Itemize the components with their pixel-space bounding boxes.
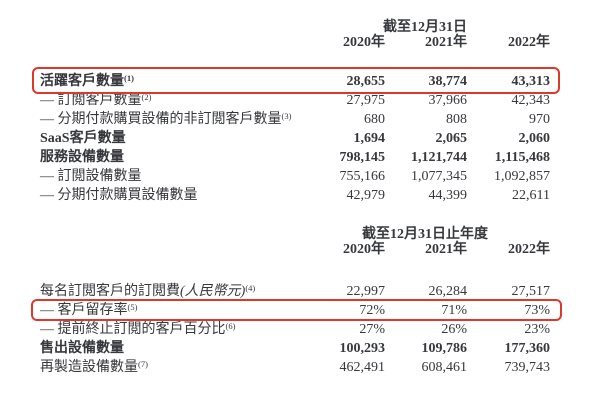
value-2020: 1,694 [353, 131, 386, 146]
year-column-2021: 2021年 [425, 35, 467, 50]
year-column-2020: 2020年 [343, 242, 385, 257]
table-row-active-customers: 活躍客戶數量(1) 28,655 38,774 43,313 [32, 67, 560, 94]
value-2022: 1,092,857 [494, 169, 550, 184]
table-row-saas-customers: SaaS客戶數量 1,694 2,065 2,060 [40, 129, 550, 148]
table-row-customer-retention-rate: — 客戶留存率(5) 72% 71% 73% [31, 299, 562, 321]
value-2022: 23% [524, 322, 550, 337]
table-row-installment-nonsub-customers: — 分期付款購買設備的非訂閲客戶數量(3) 680 808 970 [40, 110, 550, 129]
year-column-2022: 2022年 [508, 242, 550, 257]
value-2021: 44,399 [428, 188, 468, 203]
value-2022: 177,360 [504, 341, 551, 356]
value-2021: 1,077,345 [411, 169, 467, 184]
period-header: 截至12月31日 [383, 20, 467, 35]
value-2021: 37,966 [428, 93, 468, 108]
footnote-ref: (3) [281, 110, 292, 121]
value-2022: 970 [529, 112, 550, 127]
value-2020: 72% [359, 303, 385, 318]
table-row-early-termination-percentage: — 提前終止訂閲的客戶百分比(6) 27% 26% 23% [40, 320, 550, 339]
year-column-2022: 2022年 [508, 35, 550, 50]
value-2020: 680 [364, 112, 385, 127]
row-label: 活躍客戶數量(1) [40, 72, 134, 90]
footnote-ref: (6) [225, 320, 236, 331]
period-header-row: 截至12月31日 [40, 20, 550, 35]
value-2021: 38,774 [428, 74, 468, 89]
value-2022: 22,611 [512, 188, 550, 203]
value-2022: 739,743 [504, 360, 551, 375]
value-2021: 2,065 [435, 131, 468, 146]
footnote-ref: (7) [138, 358, 148, 369]
value-2020: 27,975 [346, 93, 386, 108]
value-2022: 1,115,468 [494, 150, 550, 165]
value-2021: 26% [441, 322, 467, 337]
row-label: — 訂閲客戶數量(2) [40, 91, 152, 109]
footnote-ref: (4) [245, 282, 256, 293]
year-columns-row: 2020年 2021年 2022年 [40, 35, 550, 51]
value-2021: 109,786 [421, 341, 468, 356]
row-label: SaaS客戶數量 [40, 131, 126, 146]
value-2020: 100,293 [339, 341, 386, 356]
table-row-devices-sold: 售出設備數量 100,293 109,786 177,360 [40, 339, 550, 358]
table-row-installment-devices: — 分期付款購買設備數量 42,979 44,399 22,611 [40, 186, 550, 205]
operating-metrics-tables: 截至12月31日 2020年 2021年 2022年 活躍客戶數量(1) 28,… [31, 20, 562, 377]
value-2021: 26,284 [428, 284, 468, 299]
footnote-ref: (2) [141, 91, 152, 102]
footnote-ref: (5) [127, 301, 138, 312]
value-2021: 71% [441, 303, 467, 318]
table-row-subscription-devices: — 訂閲設備數量 755,166 1,077,345 1,092,857 [40, 167, 550, 186]
value-2020: 42,979 [346, 188, 386, 203]
footnote-ref: (1) [124, 72, 134, 83]
row-label: — 訂閲設備數量 [40, 169, 142, 184]
year-column-2020: 2020年 [343, 35, 385, 50]
value-2021: 608,461 [421, 360, 468, 375]
value-2020: 462,491 [339, 360, 386, 375]
subscription-fee-metrics-table: 截至12月31日止年度 2020年 2021年 2022年 每名訂閲客戶的訂閲費… [31, 227, 562, 377]
spacer [40, 35, 300, 51]
value-2020: 28,655 [346, 74, 386, 89]
row-label: — 客戶留存率(5) [40, 301, 138, 319]
year-column-2021: 2021年 [425, 242, 467, 257]
period-header-row: 截至12月31日止年度 [40, 227, 550, 242]
row-label: 售出設備數量 [40, 341, 124, 356]
value-2021: 1,121,744 [411, 150, 467, 165]
value-2022: 2,060 [518, 131, 551, 146]
value-2021: 808 [446, 112, 467, 127]
spacer [40, 242, 300, 258]
row-label: — 分期付款購買設備的非訂閲客戶數量(3) [40, 110, 292, 128]
customer-device-metrics-table: 截至12月31日 2020年 2021年 2022年 活躍客戶數量(1) 28,… [32, 20, 560, 205]
value-2020: 798,145 [339, 150, 386, 165]
row-label: 服務設備數量 [40, 150, 124, 165]
row-label: — 提前終止訂閲的客戶百分比(6) [40, 320, 236, 338]
table-row-subscription-fee-per-customer: 每名訂閲客戶的訂閲費(人民幣元)(4) 22,997 26,284 27,517 [40, 282, 550, 301]
row-label: — 分期付款購買設備數量 [40, 188, 198, 203]
period-header: 截至12月31日止年度 [362, 227, 488, 242]
value-2020: 27% [359, 322, 385, 337]
value-2022: 43,313 [511, 74, 551, 89]
table-row-subscription-customers: — 訂閲客戶數量(2) 27,975 37,966 42,343 [40, 91, 550, 110]
table-row-remanufactured-devices: 再製造設備數量(7) 462,491 608,461 739,743 [40, 358, 550, 377]
value-2022: 73% [524, 303, 550, 318]
row-label: 每名訂閲客戶的訂閲費(人民幣元)(4) [40, 282, 256, 300]
value-2020: 755,166 [339, 169, 386, 184]
row-label: 再製造設備數量(7) [40, 358, 148, 376]
value-2022: 42,343 [511, 93, 551, 108]
year-columns-row: 2020年 2021年 2022年 [40, 242, 550, 258]
table-row-devices-in-service: 服務設備數量 798,145 1,121,744 1,115,468 [40, 148, 550, 167]
value-2020: 22,997 [346, 284, 386, 299]
row-label-italic: (人民幣元) [180, 284, 246, 299]
value-2022: 27,517 [511, 284, 551, 299]
